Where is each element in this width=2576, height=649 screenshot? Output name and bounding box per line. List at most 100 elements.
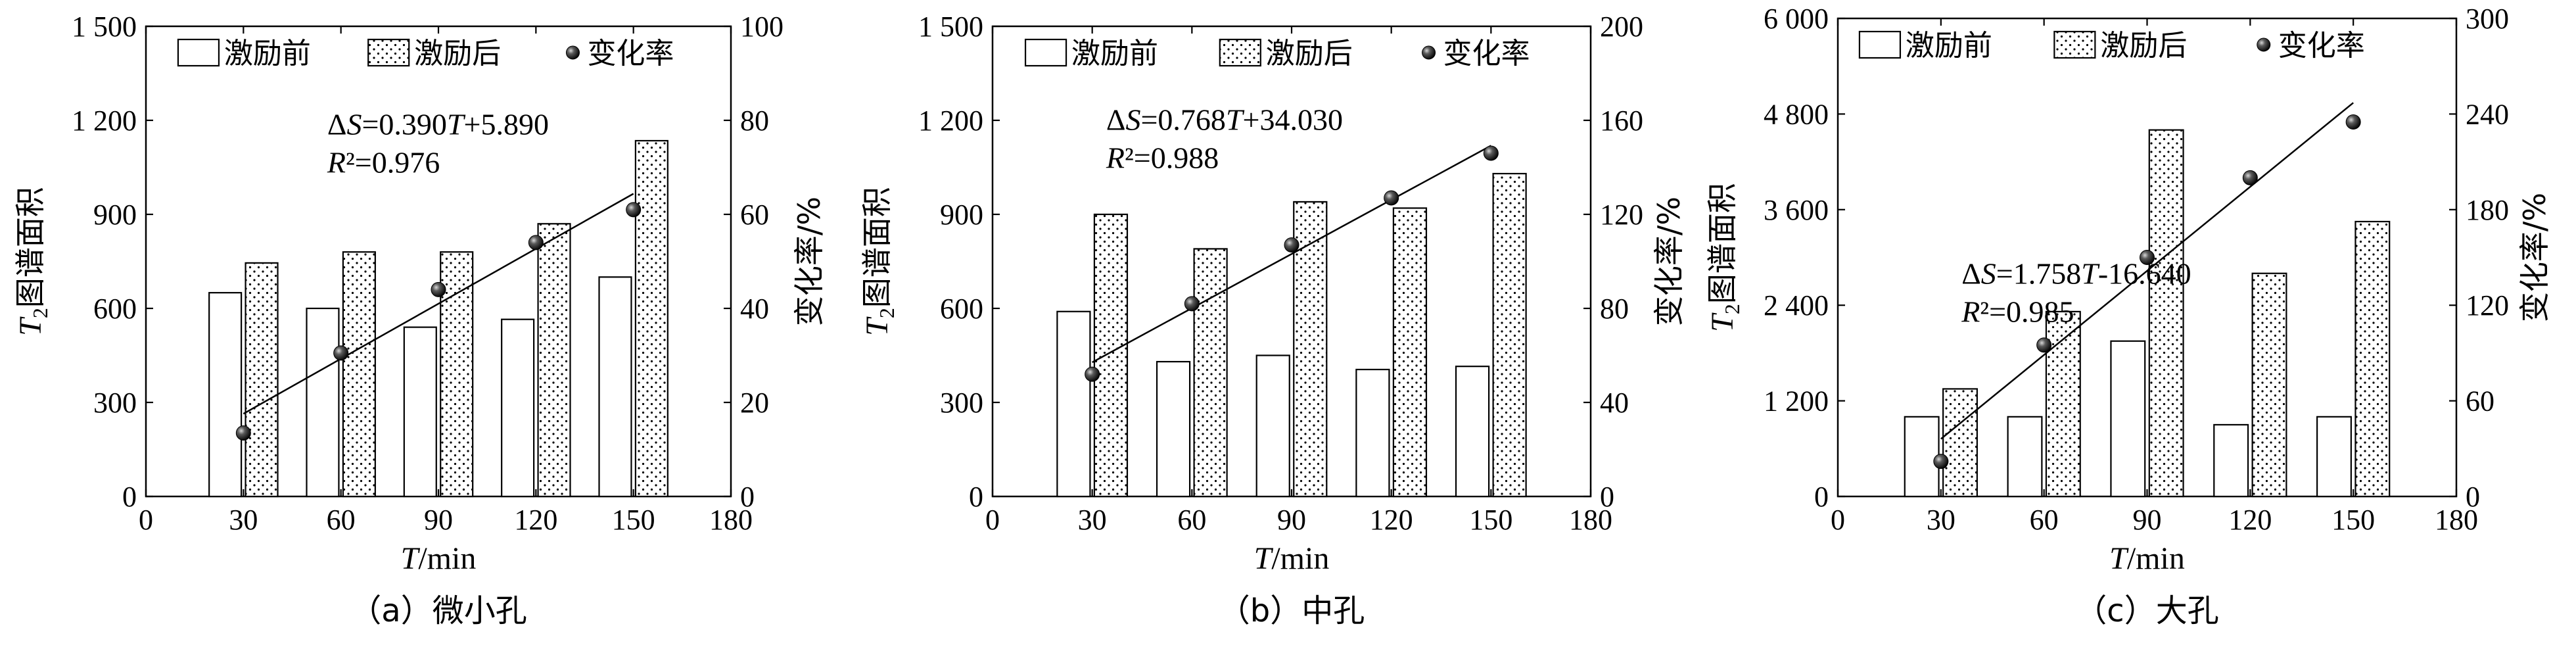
bar-before (306, 307, 340, 498)
y2-tick-label: 40 (740, 293, 769, 325)
y-tick-label: 300 (940, 387, 983, 419)
x-tick-label: 180 (1569, 504, 1612, 536)
rate-point (2345, 114, 2361, 130)
y2-tick-label: 240 (2466, 98, 2509, 130)
legend-label: 激励后 (414, 37, 501, 70)
bar-before (1255, 354, 1290, 498)
bar-after (634, 139, 668, 498)
y2-tick-label: 180 (2466, 194, 2509, 226)
legend-marker (1422, 45, 1436, 60)
y2-tick-label: 20 (740, 387, 769, 419)
fit-equation: ΔS=0.768T+34.030 (1106, 103, 1343, 136)
x-tick-label: 180 (2435, 504, 2478, 536)
bar-after (245, 262, 279, 498)
bar-after (1492, 172, 1527, 498)
x-tick-label: 30 (229, 504, 258, 536)
bar-before (1904, 416, 1940, 498)
y2-tick-label: 160 (1600, 105, 1643, 137)
rate-point (626, 202, 642, 218)
bar-before (1355, 368, 1390, 498)
bar-before (1455, 366, 1490, 498)
y2-tick-label: 60 (740, 199, 769, 231)
bar-before (2007, 416, 2043, 498)
x-tick-label: 0 (139, 504, 153, 536)
y-tick-label: 1 500 (72, 11, 137, 43)
y-tick-label: 1 200 (918, 105, 983, 137)
legend-label: 激励前 (1071, 37, 1158, 70)
legend-label: 激励后 (2100, 29, 2187, 62)
y-tick-label: 300 (93, 387, 137, 419)
x-tick-label: 0 (985, 504, 1000, 536)
legend-label: 变化率 (1443, 37, 1530, 70)
y2-tick-label: 60 (2466, 385, 2494, 418)
rate-point (528, 235, 544, 251)
bar-after (2148, 129, 2184, 498)
y2-tick-label: 100 (740, 11, 784, 43)
panel-caption: （c）大孔 (2075, 592, 2218, 629)
fit-line (243, 193, 634, 415)
x-axis-label: T/min (1254, 541, 1330, 576)
y2-tick-label: 120 (1600, 199, 1643, 231)
bar-after (1942, 388, 1978, 498)
legend-swatch (1219, 38, 1261, 67)
panel-caption: （a）微小孔 (350, 592, 527, 629)
legend-swatch (1858, 30, 1902, 59)
y2-tick-label: 0 (740, 481, 755, 513)
x-tick-label: 30 (1927, 504, 1955, 536)
y2-tick-label: 40 (1600, 387, 1629, 419)
bar-after (342, 251, 376, 498)
legend-swatch (367, 38, 410, 67)
bar-before (2213, 423, 2249, 498)
y-tick-label: 3 600 (1764, 194, 1829, 226)
y-tick-label: 2 400 (1764, 289, 1829, 322)
x-tick-label: 90 (2133, 504, 2162, 536)
bar-before (2110, 340, 2146, 498)
y-tick-label: 900 (940, 199, 983, 231)
bar-after (2354, 220, 2391, 498)
fit-equation: ΔS=0.390T+5.890 (327, 107, 549, 141)
y-tick-label: 1 500 (918, 11, 983, 43)
rate-point (333, 345, 349, 361)
y-tick-label: 1 200 (1764, 385, 1829, 418)
y2-axis-label: 变化率/% (1651, 197, 1687, 326)
bar-after (537, 223, 571, 498)
bar-after (2251, 272, 2287, 498)
x-axis-label: T/min (401, 541, 477, 576)
bar-after (1193, 248, 1228, 498)
bar-after (1293, 201, 1328, 498)
bar-before (1156, 360, 1191, 498)
bar-before (598, 276, 632, 498)
y-tick-label: 1 200 (72, 105, 137, 137)
x-tick-label: 150 (1469, 504, 1512, 536)
y-tick-label: 0 (1814, 481, 1829, 513)
y-tick-label: 900 (93, 199, 137, 231)
legend-swatch (177, 38, 220, 67)
y-tick-label: 0 (122, 481, 137, 513)
rate-point (431, 281, 446, 297)
fit-r-squared: R²=0.976 (327, 145, 440, 179)
x-tick-label: 90 (424, 504, 453, 536)
y2-tick-label: 0 (2466, 481, 2480, 513)
x-tick-label: 30 (1078, 504, 1107, 536)
legend-label: 激励前 (224, 37, 311, 70)
y-tick-label: 6 000 (1764, 3, 1829, 35)
y-axis-label: T2图谱面积 (1704, 183, 1744, 332)
rate-point (2036, 337, 2052, 353)
x-tick-label: 150 (2331, 504, 2375, 536)
bar-after (1093, 213, 1129, 498)
y2-axis-label: 变化率/% (791, 197, 827, 326)
fit-line (1940, 102, 2354, 440)
bar-before (403, 326, 437, 498)
rate-point (1933, 454, 1949, 469)
panel-caption: （b）中孔 (1219, 592, 1365, 629)
fit-line (1092, 145, 1491, 364)
bar-after (2045, 310, 2081, 498)
x-tick-label: 90 (1277, 504, 1306, 536)
y2-tick-label: 200 (1600, 11, 1643, 43)
rate-point (1483, 145, 1499, 161)
y2-tick-label: 300 (2466, 3, 2509, 35)
fit-equation: ΔS=1.758T-16.640 (1961, 256, 2191, 290)
